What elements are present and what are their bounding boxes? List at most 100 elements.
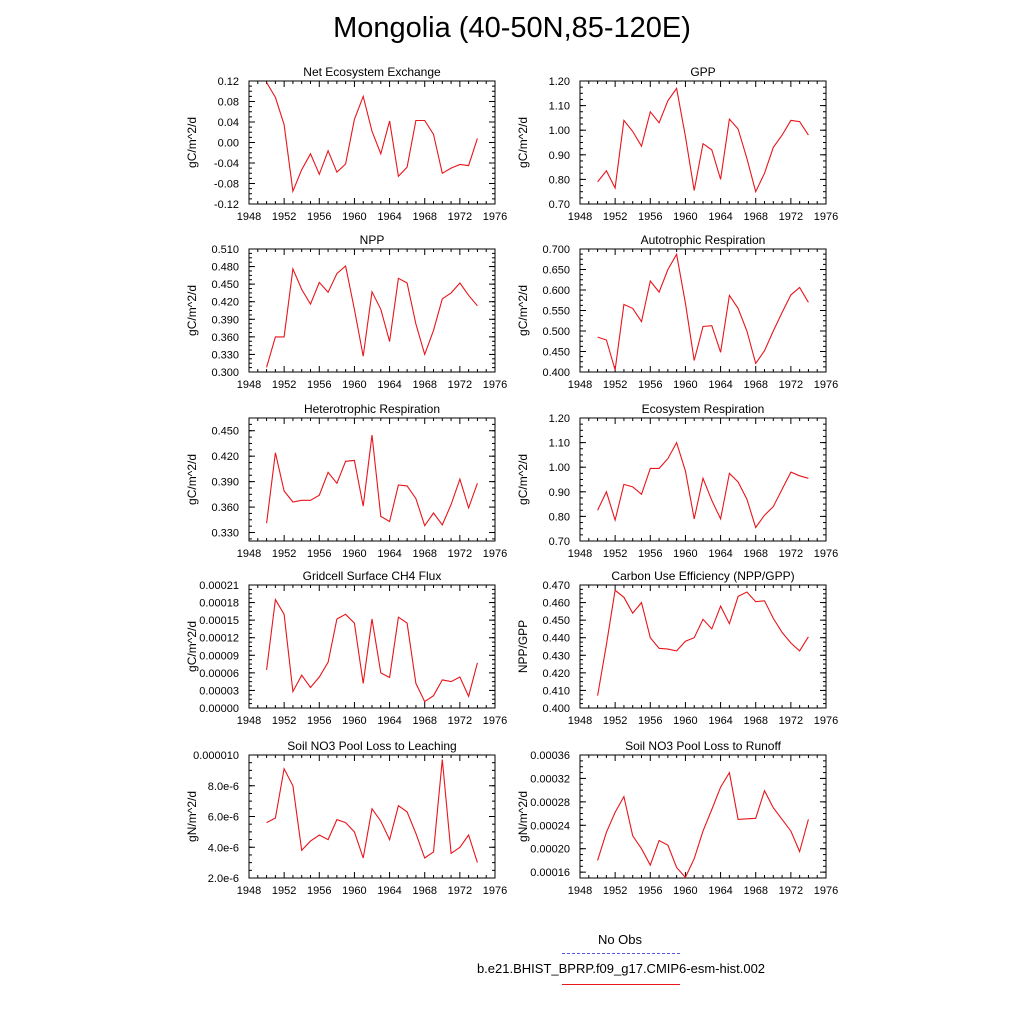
y-tick-label: 0.390: [211, 314, 239, 326]
x-tick-label: 1964: [708, 211, 732, 223]
x-tick-label: 1976: [814, 379, 838, 391]
x-tick-label: 1964: [377, 211, 401, 223]
y-tick-label: 1.00: [549, 462, 570, 474]
main-title: Mongolia (40-50N,85-120E): [333, 12, 691, 44]
plot-frame: [248, 248, 496, 373]
panel-title: Carbon Use Efficiency (NPP/GPP): [611, 569, 794, 583]
x-tick-label: 1956: [638, 885, 662, 897]
x-tick-label: 1968: [412, 715, 436, 727]
plot-frame: [579, 584, 827, 709]
x-tick-label: 1968: [743, 548, 767, 560]
x-tick-label: 1968: [743, 211, 767, 223]
y-tick-label: 0.410: [542, 685, 570, 697]
x-tick-label: 1968: [412, 885, 436, 897]
y-tick-label: 0.12: [218, 76, 239, 88]
chart-panel-3: NPP gC/m^2/d 1948 1952 1956 1960 1964 1968 1972 1…: [185, 233, 507, 391]
y-tick-label: 0.00009: [199, 650, 239, 662]
x-tick-label: 1964: [377, 885, 401, 897]
x-tick-label: 1952: [272, 379, 296, 391]
y-tick-label: 0.00000: [199, 703, 239, 715]
y-tick-label: 0.450: [542, 347, 570, 359]
x-tick-label: 1952: [272, 885, 296, 897]
panel-title: Heterotrophic Respiration: [304, 402, 440, 416]
x-tick-label: 1976: [814, 715, 838, 727]
x-tick-label: 1972: [779, 211, 803, 223]
series-line: [597, 87, 809, 194]
y-axis-label: gC/m^2/d: [516, 285, 530, 336]
x-tick-label: 1972: [779, 379, 803, 391]
y-tick-label: 0.430: [542, 650, 570, 662]
x-tick-label: 1956: [307, 211, 331, 223]
y-tick-label: 0.00018: [199, 598, 239, 610]
y-tick-label: 1.10: [549, 101, 570, 113]
y-tick-label: 0.300: [211, 367, 239, 379]
y-tick-label: 0.360: [211, 332, 239, 344]
x-tick-label: 1952: [272, 548, 296, 560]
plot-frame: [579, 80, 827, 205]
x-tick-label: 1952: [603, 885, 627, 897]
y-axis-label: NPP/GPP: [516, 620, 530, 673]
y-tick-label: 0.00: [218, 138, 239, 150]
x-tick-label: 1976: [483, 211, 507, 223]
y-tick-label: 1.20: [549, 76, 570, 88]
panel-title: Net Ecosystem Exchange: [303, 65, 441, 79]
y-tick-label: 0.450: [211, 426, 239, 438]
x-tick-label: 1948: [237, 885, 261, 897]
x-tick-label: 1948: [237, 548, 261, 560]
panel-title: Soil NO3 Pool Loss to Leaching: [287, 739, 456, 753]
y-tick-label: 0.90: [549, 487, 570, 499]
x-tick-label: 1968: [743, 379, 767, 391]
chart-panel-7: Gridcell Surface CH4 Flux gC/m^2/d 1948 195…: [185, 569, 507, 727]
x-tick-label: 1976: [814, 885, 838, 897]
series-line: [597, 441, 809, 529]
x-tick-label: 1956: [638, 715, 662, 727]
y-tick-label: 0.460: [542, 598, 570, 610]
y-tick-label: 0.00020: [530, 844, 570, 856]
y-axis-label: gC/m^2/d: [516, 117, 530, 168]
y-tick-label: 0.00006: [199, 668, 239, 680]
y-tick-label: 0.00015: [199, 615, 239, 627]
y-tick-label: 0.08: [218, 97, 239, 109]
y-tick-label: 2.0e-6: [208, 873, 239, 885]
y-tick-label: 0.470: [542, 580, 570, 592]
chart-panel-2: GPP gC/m^2/d 1948 1952 1956 1960 1964 1968 1972 1…: [516, 65, 838, 223]
x-tick-label: 1956: [307, 885, 331, 897]
x-tick-label: 1952: [603, 379, 627, 391]
y-tick-label: 0.420: [211, 297, 239, 309]
y-tick-label: 0.450: [211, 279, 239, 291]
x-tick-label: 1956: [638, 211, 662, 223]
panel-title: Gridcell Surface CH4 Flux: [303, 569, 442, 583]
x-tick-label: 1976: [483, 548, 507, 560]
y-tick-label: 0.04: [218, 117, 239, 129]
y-tick-label: 0.70: [549, 536, 570, 548]
y-tick-label: 8.0e-6: [208, 781, 239, 793]
y-axis-label: gC/m^2/d: [185, 285, 199, 336]
y-tick-label: 0.80: [549, 174, 570, 186]
y-axis-label: gN/m^2/d: [185, 791, 199, 842]
y-tick-label: 0.440: [542, 633, 570, 645]
x-tick-label: 1964: [377, 379, 401, 391]
y-tick-label: 0.00016: [530, 867, 570, 879]
x-tick-label: 1952: [272, 715, 296, 727]
x-tick-label: 1952: [272, 211, 296, 223]
x-tick-label: 1948: [568, 379, 592, 391]
chart-panel-1: Net Ecosystem Exchange gC/m^2/d 1948 1952 19…: [185, 65, 507, 223]
x-tick-label: 1960: [673, 715, 697, 727]
series-line: [597, 252, 809, 371]
chart-panel-4: Autotrophic Respiration gC/m^2/d 1948 1952 1…: [516, 233, 838, 391]
panel-title: Autotrophic Respiration: [641, 233, 766, 247]
x-tick-label: 1964: [708, 885, 732, 897]
x-tick-label: 1968: [412, 548, 436, 560]
y-axis-label: gC/m^2/d: [185, 621, 199, 672]
y-axis-label: gN/m^2/d: [516, 791, 530, 842]
y-tick-label: 0.390: [211, 477, 239, 489]
x-tick-label: 1964: [708, 548, 732, 560]
x-tick-label: 1964: [377, 548, 401, 560]
y-tick-label: 0.80: [549, 511, 570, 523]
x-tick-label: 1968: [412, 379, 436, 391]
x-tick-label: 1960: [673, 885, 697, 897]
x-tick-label: 1960: [673, 548, 697, 560]
panel-title: GPP: [690, 65, 715, 79]
x-tick-label: 1960: [342, 211, 366, 223]
